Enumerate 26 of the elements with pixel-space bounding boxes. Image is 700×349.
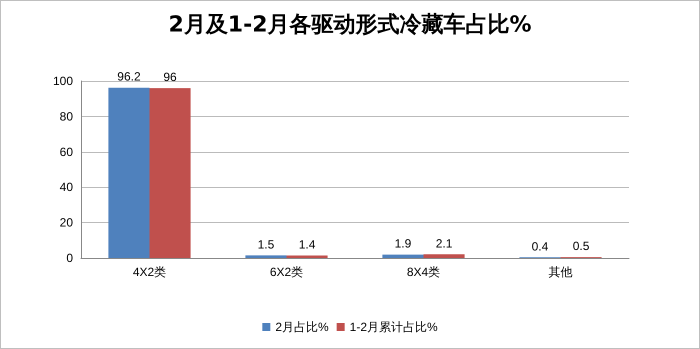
bar bbox=[382, 254, 424, 258]
bar bbox=[245, 255, 286, 258]
bar bbox=[150, 88, 191, 258]
x-tick-label: 其他 bbox=[548, 265, 572, 279]
legend-label: 2月占比% bbox=[275, 320, 329, 334]
data-label: 0.4 bbox=[532, 239, 549, 254]
data-label: 1.4 bbox=[298, 238, 316, 252]
x-tick-label: 4X2类 bbox=[132, 265, 166, 279]
bar bbox=[424, 254, 465, 258]
x-tick-label: 6X2类 bbox=[270, 265, 304, 279]
y-tick-label: 80 bbox=[60, 109, 74, 124]
legend-label: 1-2月累计占比% bbox=[350, 320, 438, 334]
chart-title: 2月及1-2月各驱动形式冷藏车占比% bbox=[168, 12, 532, 38]
data-label: 2.1 bbox=[436, 236, 453, 250]
y-tick-label: 0 bbox=[66, 251, 74, 265]
data-label: 96.2 bbox=[117, 70, 141, 84]
data-label: 1.9 bbox=[394, 236, 412, 251]
x-tick-label: 8X4类 bbox=[406, 265, 440, 279]
y-tick-label: 40 bbox=[60, 180, 74, 194]
y-tick-label: 100 bbox=[52, 74, 74, 88]
y-tick-label: 20 bbox=[60, 216, 74, 230]
bar bbox=[108, 88, 150, 258]
data-label: 1.5 bbox=[258, 237, 275, 252]
y-tick-label: 60 bbox=[60, 144, 74, 159]
data-label: 96 bbox=[163, 70, 178, 84]
data-label: 0.5 bbox=[572, 239, 590, 254]
